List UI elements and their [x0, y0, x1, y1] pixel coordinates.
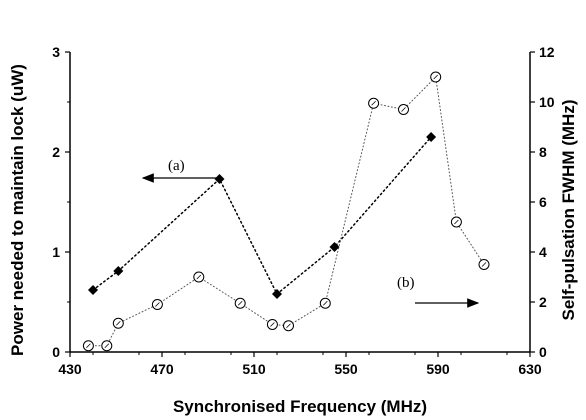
annotation-a-label: (a): [168, 158, 185, 174]
annotation-b: (b): [397, 275, 480, 308]
series-b-point-hatch: [155, 302, 160, 307]
x-axis-ticks: 430 470 510 550 590 630: [58, 352, 542, 377]
y-left-axis-ticks: 0 1 2 3: [52, 44, 70, 360]
series-b-point-hatch: [323, 300, 328, 306]
series-b-point-hatch: [433, 74, 438, 80]
series-b-point-hatch: [454, 219, 459, 225]
series-b-fwhm: [82, 71, 490, 352]
x-tick-label: 430: [58, 361, 82, 377]
series-a-power: [88, 132, 437, 299]
x-tick-label: 470: [150, 361, 174, 377]
y-right-axis-title: Self-pulsation FWHM (MHz): [559, 100, 578, 321]
series-a-point: [88, 285, 98, 295]
x-tick-label: 630: [518, 361, 542, 377]
series-b-point-hatch: [481, 262, 487, 267]
series-b-point-hatch: [86, 343, 91, 349]
series-b-point-hatch: [371, 100, 376, 106]
series-a-point: [426, 132, 437, 142]
y-right-tick-label: 6: [539, 194, 547, 210]
annotation-a: (a): [141, 158, 218, 183]
y-left-tick-label: 0: [52, 344, 60, 360]
y-left-tick-label: 3: [52, 44, 60, 60]
y-left-tick-label: 2: [52, 144, 60, 160]
series-a-point: [214, 174, 225, 184]
series-a-point: [272, 289, 282, 299]
y-right-tick-label: 2: [539, 294, 547, 310]
axes-frame: [69, 52, 531, 353]
y-right-tick-label: 0: [539, 344, 547, 360]
series-b-point-hatch: [196, 274, 202, 280]
series-a-line: [92, 136, 432, 296]
x-axis-title: Synchronised Frequency (MHz): [173, 397, 427, 416]
series-b-point-hatch: [237, 300, 243, 306]
series-b-point-hatch: [270, 322, 275, 327]
y-right-axis-ticks: 0 2 4 6 8 10 12: [530, 44, 555, 360]
y-right-tick-label: 4: [539, 244, 547, 260]
series-b-line: [87, 75, 485, 347]
y-right-tick-label: 12: [539, 44, 555, 60]
y-right-tick-label: 10: [539, 94, 555, 110]
annotation-b-label: (b): [397, 275, 415, 291]
series-a-point: [113, 266, 124, 276]
series-b-point-hatch: [286, 323, 291, 329]
series-b-point-hatch: [116, 320, 121, 326]
series-b-point-hatch: [104, 343, 110, 349]
x-tick-label: 550: [334, 361, 358, 377]
y-right-tick-label: 8: [539, 144, 547, 160]
y-left-tick-label: 1: [52, 244, 60, 260]
y-left-axis-title: Power needed to maintain lock (uW): [8, 64, 27, 356]
series-b-point-hatch: [401, 107, 406, 112]
x-tick-label: 590: [426, 361, 450, 377]
series-a-point: [329, 242, 340, 252]
x-tick-label: 510: [242, 361, 266, 377]
